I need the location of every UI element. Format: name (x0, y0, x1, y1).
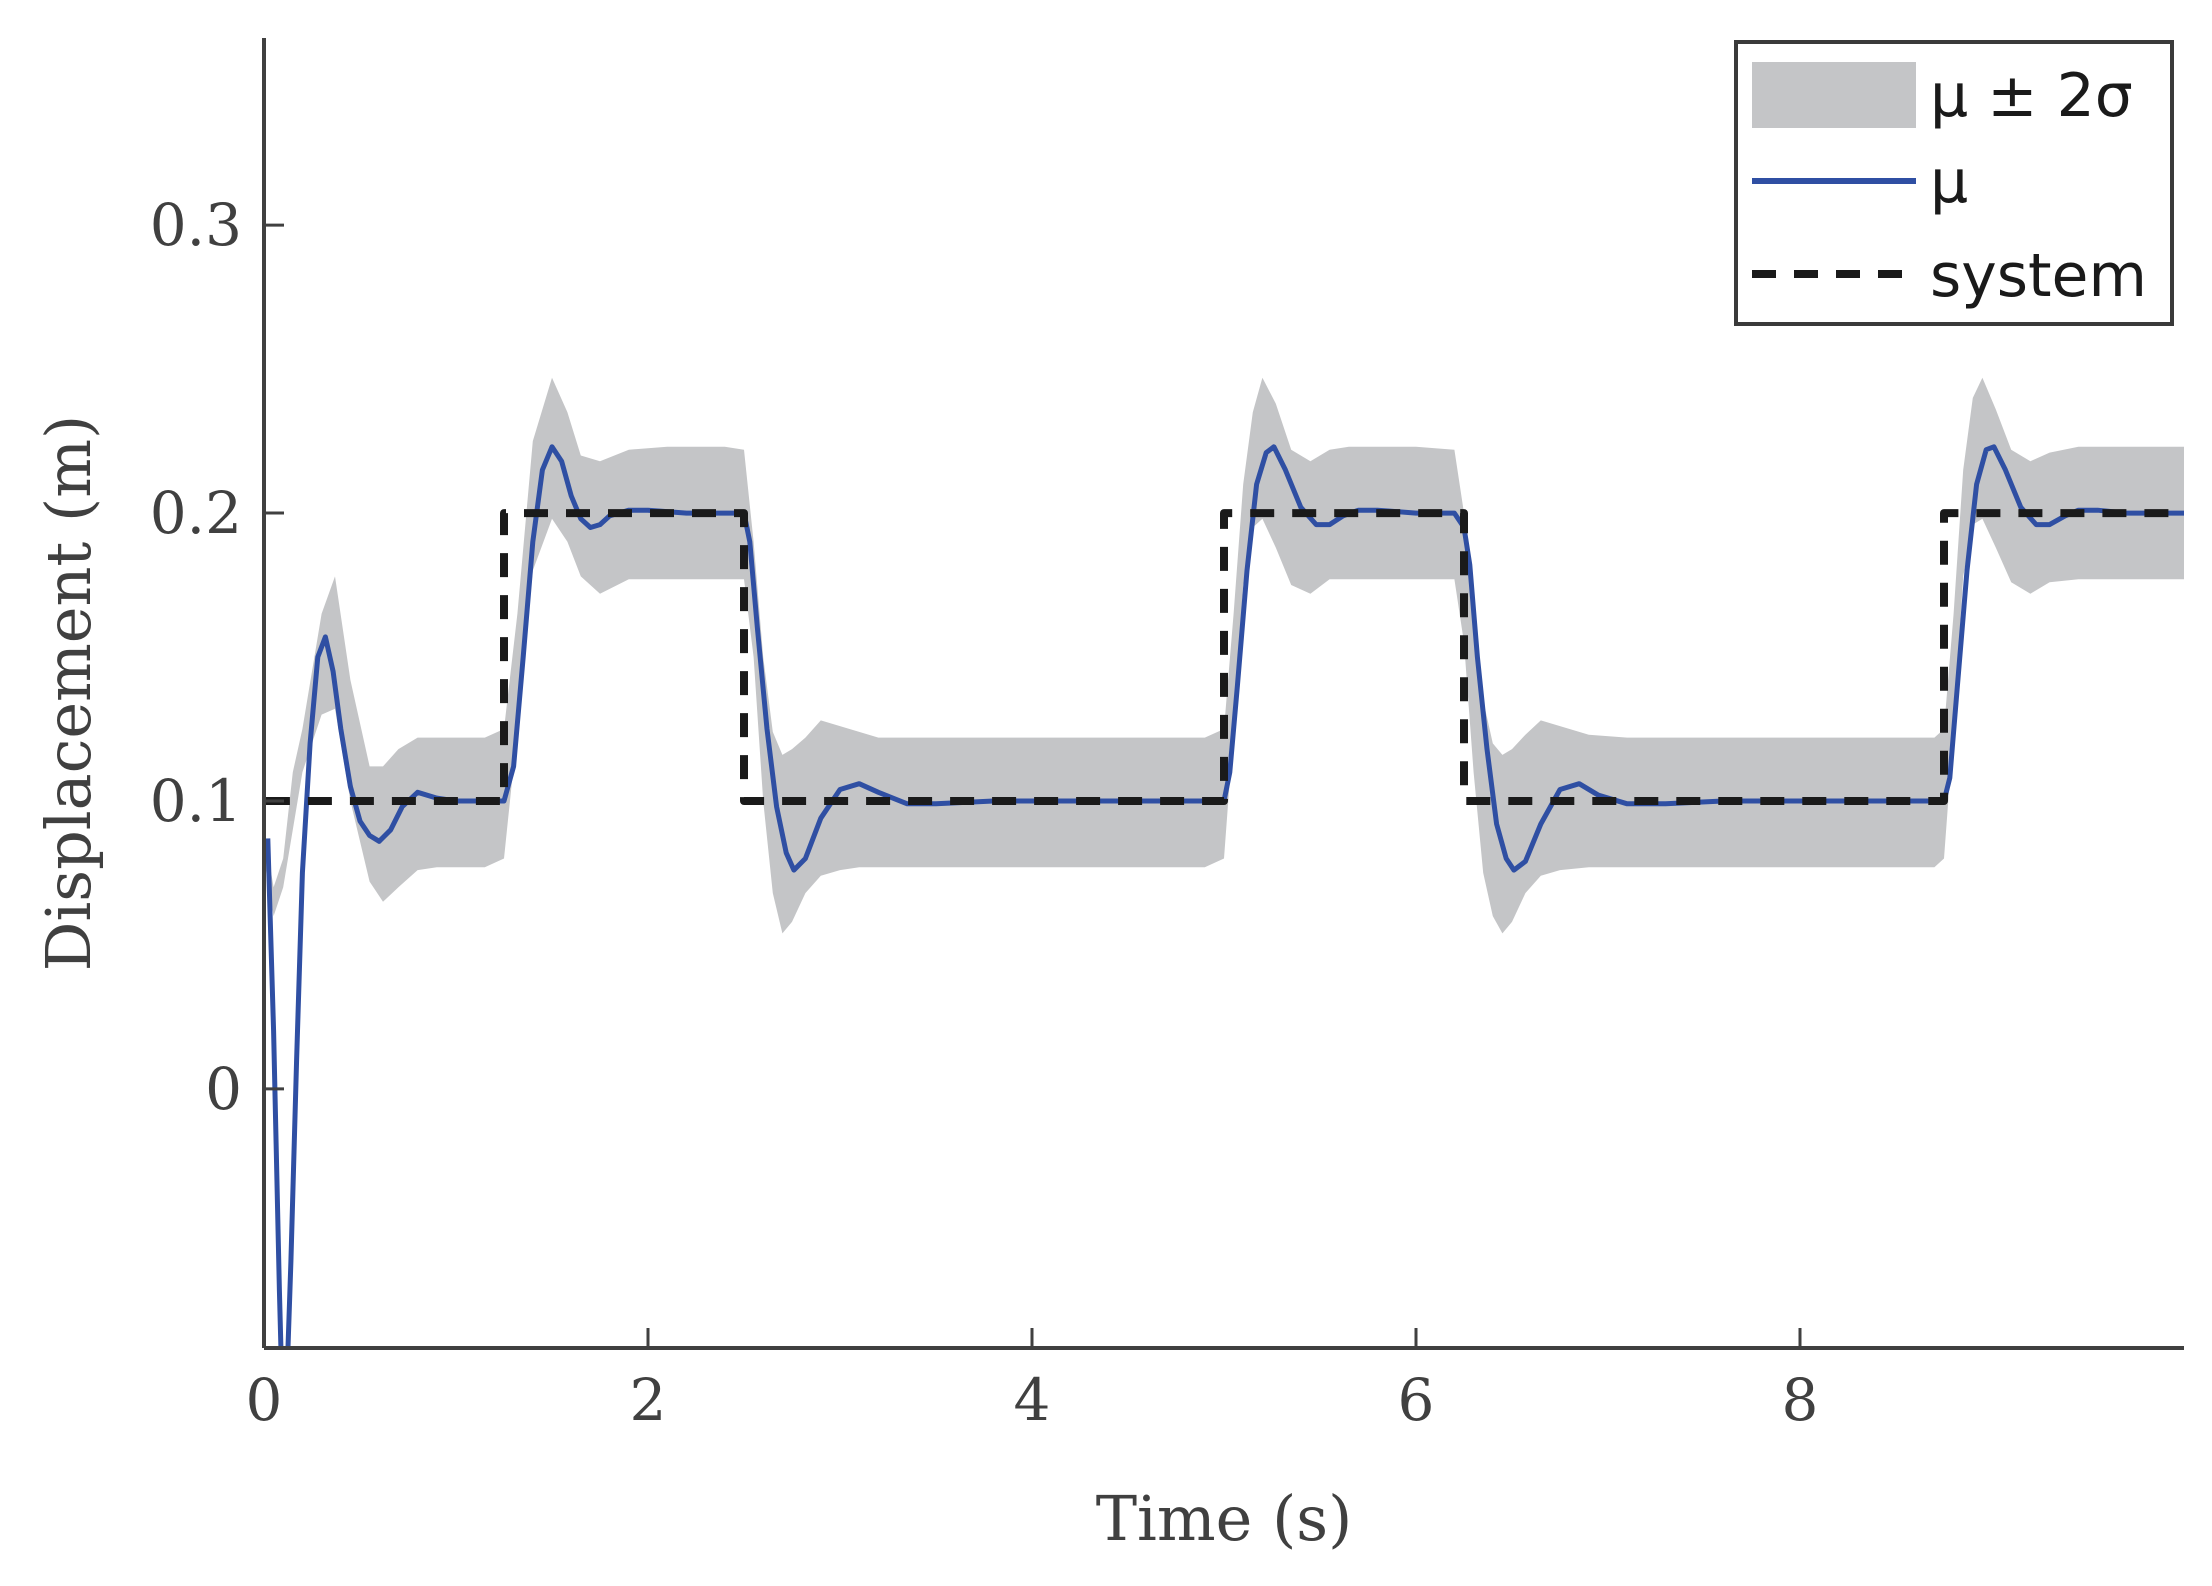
legend: μ ± 2σ μ system (1734, 40, 2174, 326)
x-tick-label: 6 (1398, 1366, 1435, 1434)
x-tick-label: 0 (246, 1366, 283, 1434)
x-tick-label: 4 (1014, 1366, 1051, 1434)
legend-label-band: μ ± 2σ (1930, 61, 2133, 131)
ticks-layer: 0 2 4 6 8 0 0.1 0.2 0.3 (150, 191, 1819, 1434)
series-line-system (265, 509, 2184, 805)
x-tick-label: 8 (1782, 1366, 1819, 1434)
y-axis-label: Displacement (m) (32, 415, 105, 971)
y-tick-label: 0 (205, 1055, 242, 1123)
y-tick-label: 0.1 (150, 767, 242, 835)
series-layer (264, 377, 2184, 1348)
x-axis-label: Time (s) (1096, 1482, 1353, 1555)
axes-layer (262, 38, 2184, 1350)
y-tick-label: 0.2 (150, 479, 242, 547)
legend-label-mean: μ (1930, 147, 1968, 217)
band-mu-2sigma (264, 377, 2184, 934)
legend-band-swatch (1752, 62, 1916, 128)
legend-label-system: system (1930, 241, 2147, 311)
x-tick-label: 2 (630, 1366, 667, 1434)
y-tick-label: 0.3 (150, 191, 242, 259)
